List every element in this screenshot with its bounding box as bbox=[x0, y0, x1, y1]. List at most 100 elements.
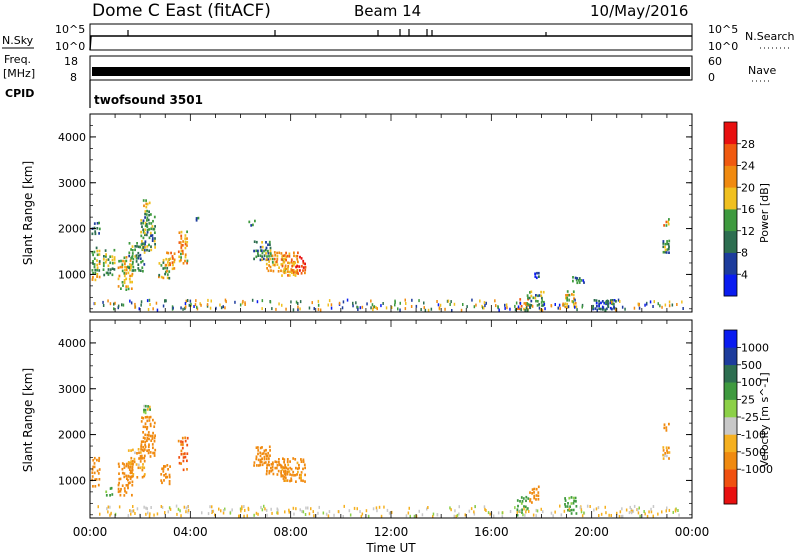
echo-cell bbox=[149, 434, 152, 438]
echo-cell bbox=[144, 404, 147, 408]
echo-cell bbox=[140, 420, 143, 423]
echo-cell bbox=[131, 245, 134, 248]
colorbar-swatch bbox=[724, 434, 737, 453]
echo-cell bbox=[160, 275, 163, 279]
echo-cell bbox=[175, 504, 178, 508]
echo-cell bbox=[530, 304, 533, 307]
echo-cell bbox=[639, 514, 641, 518]
echo-cell bbox=[110, 486, 113, 490]
power-echo-patch bbox=[534, 271, 540, 280]
echo-cell bbox=[109, 268, 112, 271]
echo-cell bbox=[130, 475, 133, 479]
echo-cell bbox=[613, 305, 615, 309]
echo-cell bbox=[516, 514, 519, 517]
echo-cell bbox=[131, 471, 133, 475]
echo-cell bbox=[259, 454, 262, 458]
echo-cell bbox=[261, 508, 264, 512]
echo-cell bbox=[470, 507, 473, 511]
echo-cell bbox=[117, 487, 120, 491]
echo-cell bbox=[117, 462, 120, 466]
echo-cell bbox=[94, 232, 97, 236]
echo-cell bbox=[154, 448, 157, 452]
echo-cell bbox=[121, 484, 124, 487]
echo-cell bbox=[271, 254, 274, 258]
echo-cell bbox=[287, 267, 289, 270]
echo-cell bbox=[632, 509, 635, 513]
echo-cell bbox=[109, 302, 112, 306]
echo-cell bbox=[604, 308, 606, 312]
echo-cell bbox=[257, 512, 259, 516]
echo-cell bbox=[432, 515, 434, 518]
echo-cell bbox=[127, 449, 130, 452]
echo-cell bbox=[132, 269, 135, 272]
echo-cell bbox=[665, 220, 668, 224]
echo-cell bbox=[144, 233, 146, 237]
echo-cell bbox=[163, 474, 165, 477]
echo-cell bbox=[93, 462, 96, 465]
echo-cell bbox=[143, 448, 146, 451]
echo-cell bbox=[137, 251, 140, 255]
echo-cell bbox=[143, 456, 146, 460]
echo-cell bbox=[97, 483, 100, 487]
echo-cell bbox=[268, 254, 270, 258]
echo-cell bbox=[113, 261, 116, 265]
echo-cell bbox=[129, 280, 132, 284]
echo-cell bbox=[132, 473, 135, 476]
echo-cell bbox=[404, 307, 407, 311]
echo-cell bbox=[183, 452, 186, 455]
echo-cell bbox=[572, 293, 575, 297]
echo-cell bbox=[93, 226, 96, 230]
echo-cell bbox=[184, 240, 187, 244]
echo-cell bbox=[98, 221, 100, 225]
echo-cell bbox=[514, 506, 516, 510]
echo-cell bbox=[589, 505, 591, 508]
echo-cell bbox=[475, 303, 477, 307]
echo-cell bbox=[267, 460, 270, 464]
echo-cell bbox=[143, 408, 145, 412]
echo-cell bbox=[578, 281, 581, 284]
echo-cell bbox=[166, 464, 169, 467]
echo-cell bbox=[296, 265, 299, 268]
echo-cell bbox=[529, 306, 532, 310]
echo-cell bbox=[399, 301, 401, 305]
echo-cell bbox=[666, 506, 668, 510]
echo-cell bbox=[300, 272, 303, 275]
echo-cell bbox=[177, 507, 180, 511]
echo-cell bbox=[139, 466, 142, 470]
echo-cell bbox=[142, 463, 144, 466]
echo-cell bbox=[423, 306, 425, 310]
echo-cell bbox=[284, 510, 286, 514]
colorbar-swatch bbox=[724, 122, 737, 145]
echo-cell bbox=[370, 306, 372, 310]
echo-cell bbox=[618, 514, 621, 518]
echo-cell bbox=[664, 452, 667, 455]
echo-cell bbox=[609, 301, 612, 305]
echo-cell bbox=[273, 257, 276, 261]
echo-cell bbox=[288, 274, 291, 277]
echo-cell bbox=[292, 506, 295, 510]
echo-cell bbox=[482, 306, 484, 310]
echo-cell bbox=[143, 454, 146, 458]
echo-cell bbox=[182, 240, 184, 243]
echo-cell bbox=[118, 465, 121, 468]
echo-cell bbox=[113, 258, 116, 261]
echo-cell bbox=[270, 254, 273, 258]
echo-cell bbox=[131, 272, 134, 276]
echo-cell bbox=[531, 304, 534, 308]
echo-cell bbox=[212, 510, 214, 513]
echo-cell bbox=[372, 305, 375, 309]
echo-cell bbox=[158, 262, 161, 265]
power-echo-patch bbox=[662, 239, 671, 254]
echo-cell bbox=[536, 300, 539, 303]
echo-cell bbox=[410, 305, 413, 308]
echo-cell bbox=[677, 509, 679, 512]
echo-cell bbox=[266, 466, 268, 470]
echo-cell bbox=[130, 469, 132, 473]
echo-cell bbox=[497, 305, 499, 309]
colorbar-swatch bbox=[724, 382, 737, 400]
echo-cell bbox=[146, 426, 149, 429]
echo-cell bbox=[131, 468, 134, 472]
echo-cell bbox=[120, 287, 122, 290]
echo-cell bbox=[667, 242, 670, 246]
echo-cell bbox=[147, 308, 150, 311]
